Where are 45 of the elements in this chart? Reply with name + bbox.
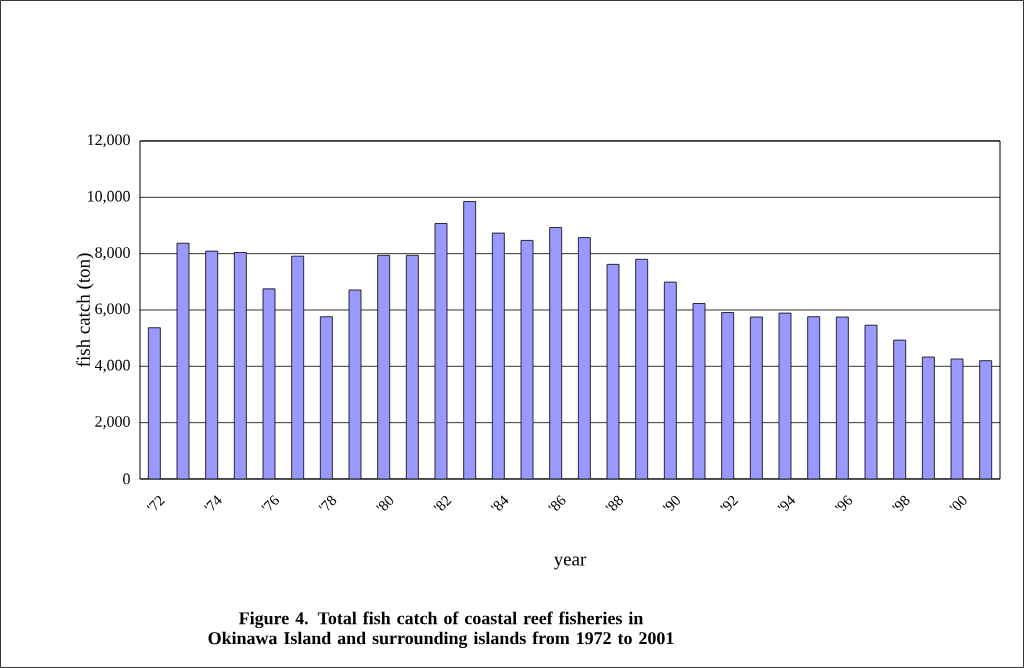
x-tick-label: '76 <box>261 495 279 511</box>
bar <box>377 254 391 479</box>
bar <box>319 316 333 479</box>
x-tick-label: '86 <box>547 495 566 511</box>
bar <box>549 227 563 479</box>
text: Figure 4. Total fish catch of coastal reef fisheries in Okinawa Island and surrounding islands from 1972 to 2001 <box>208 611 674 649</box>
x-tick-label: '94 <box>777 495 796 512</box>
x-tick-label: '80 <box>375 496 394 511</box>
y-axis-title: fish catch (ton) <box>76 253 94 367</box>
y-tick-label: 0 <box>123 473 130 485</box>
x-tick-label: '90 <box>662 496 680 512</box>
x-tick-label: '98 <box>891 495 910 512</box>
x-tick-label: '84 <box>490 495 509 511</box>
x-axis-title: year <box>553 556 587 570</box>
bar <box>663 281 677 479</box>
y-tick-label: 10,000 <box>88 190 130 204</box>
bar <box>205 250 219 479</box>
y-tick-label: 4,000 <box>94 359 130 373</box>
x-tick-label: '82 <box>433 496 452 511</box>
x-tick-label: '78 <box>318 495 337 511</box>
bar <box>463 201 477 479</box>
bar <box>147 327 161 479</box>
x-tick-label: '74 <box>203 495 222 511</box>
bar <box>921 356 935 479</box>
x-tick-label: '72 <box>146 495 165 511</box>
bar <box>577 237 591 479</box>
x-tick-label: '00 <box>949 496 967 511</box>
y-tick-label: 12,000 <box>88 134 130 148</box>
bar <box>749 316 763 479</box>
bar <box>979 360 993 479</box>
bar <box>291 255 305 479</box>
y-tick-label: 8,000 <box>95 247 130 261</box>
y-tick-label: 6,000 <box>95 303 130 317</box>
x-tick-label: '96 <box>834 495 853 512</box>
bar <box>835 316 849 479</box>
y-tick-label: 2,000 <box>95 416 130 430</box>
bar <box>635 258 649 479</box>
bar <box>233 252 247 479</box>
bar <box>405 254 419 479</box>
bar <box>721 312 735 479</box>
bar <box>807 316 821 479</box>
bar <box>893 339 907 479</box>
bar <box>491 232 505 479</box>
x-tick-label: '92 <box>719 495 739 512</box>
x-tick-label: '88 <box>605 495 623 511</box>
